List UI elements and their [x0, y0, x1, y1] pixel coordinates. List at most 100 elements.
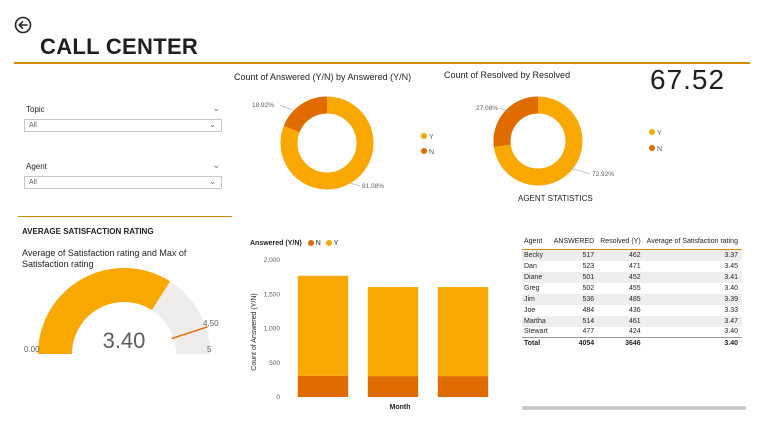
legend-label-n: N — [429, 149, 434, 156]
table-total-row: Total 4054 3646 3.40 — [522, 337, 742, 349]
table-cell: 523 — [582, 262, 595, 270]
table-cell: 3.41 — [644, 271, 742, 283]
table-cell: 3.39 — [644, 293, 742, 305]
legend-marker-n — [649, 145, 655, 151]
table-cell: Jim — [522, 293, 552, 305]
bar-segment-y[interactable] — [297, 275, 349, 376]
table-cell: Stewart — [524, 328, 548, 336]
table-row[interactable]: Jim 536 485 3.39 — [522, 293, 742, 305]
bar-segment-n[interactable] — [367, 376, 419, 397]
legend-marker-y — [649, 129, 655, 135]
agent-slicer-label: Agent — [26, 162, 47, 171]
table-cell: Joe — [524, 306, 536, 314]
bar-chart-legend: Answered (Y/N) N Y — [250, 240, 338, 247]
table-cell: 484 — [582, 306, 595, 314]
agent-stats-table: Agent ANSWERED Resolved (Y) Average of Sati… — [522, 236, 756, 349]
table-cell: 3646 — [598, 337, 645, 349]
legend-label-y: Y — [657, 130, 662, 137]
column-header[interactable]: Resolved (Y) — [598, 236, 645, 250]
table-horizontal-scrollbar[interactable] — [522, 406, 746, 410]
donut-label-y: 72.92% — [592, 171, 614, 178]
table-cell: 536 — [551, 293, 599, 305]
table-cell: 3.33 — [724, 306, 738, 314]
agent-dropdown-value: All — [29, 179, 37, 186]
gauge-target-marker — [171, 326, 208, 340]
bar-segment-y[interactable] — [437, 287, 489, 377]
bar-segment-n[interactable] — [437, 376, 489, 397]
bar-legend-n: N — [315, 240, 321, 247]
topic-slicer-label: Topic — [26, 105, 45, 114]
table-cell: 502 — [582, 284, 595, 292]
column-header[interactable]: Average of Satisfaction rating — [644, 236, 742, 250]
legend-marker-y — [421, 133, 427, 139]
gauge-title: Average of Satisfaction rating and Max o… — [22, 248, 187, 269]
table-row[interactable]: Stewart 477 424 3.40 — [522, 327, 742, 338]
resolved-donut-chart[interactable]: 27.08% 72.92% Y N — [474, 88, 674, 196]
donut-slice-n[interactable] — [283, 96, 328, 133]
table-cell: 517 — [551, 249, 599, 261]
table-row[interactable]: Diane 501 452 3.41 — [522, 271, 742, 283]
column-header[interactable]: Agent — [522, 236, 552, 250]
table-row[interactable]: Becky 517 462 3.37 — [522, 249, 742, 261]
table-row[interactable]: Dan 523 471 3.45 — [522, 261, 742, 272]
page-title: CALL CENTER — [40, 34, 199, 59]
column-header[interactable]: ANSWERED — [551, 236, 599, 250]
y-tick-label: 1,000 — [264, 326, 281, 333]
gauge-value-arc[interactable] — [38, 268, 171, 354]
chevron-down-icon[interactable]: ⌄ — [212, 103, 220, 113]
donut-slice-n[interactable] — [493, 96, 539, 147]
table-cell: 501 — [551, 271, 599, 283]
table-cell: 471 — [628, 262, 641, 270]
y-tick-label: 2,000 — [264, 257, 281, 264]
table-cell: Martha — [522, 315, 552, 327]
table-cell: 477 — [582, 328, 595, 336]
answered-bar-chart[interactable]: 0 500 1,000 1,500 2,000 Count of Answered (Y… — [248, 252, 500, 414]
gauge-target-label: 4.50 — [203, 319, 219, 328]
table-cell: Becky — [522, 249, 552, 261]
answered-donut-chart[interactable]: 18.92% 81.08% Y N — [250, 88, 450, 196]
satisfaction-gauge[interactable]: 3.40 0.00 4.50 5 — [20, 268, 240, 360]
topic-dropdown[interactable]: All ⌄ — [24, 119, 222, 132]
bar-legend-y: Y — [333, 240, 339, 247]
table-cell: Dan — [524, 262, 537, 270]
table-row[interactable]: Martha 514 461 3.47 — [522, 315, 742, 327]
topic-dropdown-value: All — [29, 122, 37, 129]
table-cell: 424 — [628, 328, 641, 336]
satisfaction-section-title: AVERAGE SATISFACTION RATING — [22, 227, 154, 236]
section-divider — [18, 216, 232, 217]
table-cell: 3.47 — [644, 315, 742, 327]
table-cell: 3.40 — [724, 328, 738, 336]
chevron-down-icon[interactable]: ⌄ — [212, 160, 220, 170]
bar-segment-n[interactable] — [297, 375, 349, 397]
legend-marker-n — [307, 240, 314, 247]
table-cell: 436 — [628, 306, 641, 314]
bar-segment-y[interactable] — [367, 287, 419, 377]
topic-slicer: Topic ⌄ All ⌄ — [24, 103, 222, 137]
gauge-max-label: 5 — [207, 345, 212, 354]
agent-stats-title: AGENT STATISTICS — [518, 194, 593, 203]
table-row[interactable]: Joe 484 436 3.33 — [522, 305, 742, 316]
y-tick-label: 500 — [269, 360, 280, 367]
chevron-down-icon: ⌄ — [209, 120, 216, 129]
chevron-down-icon: ⌄ — [209, 177, 216, 186]
table-cell: Total — [522, 337, 552, 349]
y-tick-label: 0 — [276, 394, 280, 401]
bar-x-axis-label: Month — [390, 404, 411, 411]
table-cell: Diane — [522, 271, 552, 283]
table-cell: 452 — [598, 271, 645, 283]
table-cell: 3.40 — [644, 337, 742, 349]
legend-marker-n — [421, 148, 427, 154]
table-cell: 514 — [551, 315, 599, 327]
gauge-min-label: 0.00 — [24, 345, 40, 354]
table-row[interactable]: Greg 502 455 3.40 — [522, 283, 742, 294]
back-button[interactable] — [14, 16, 32, 34]
table-cell: 485 — [598, 293, 645, 305]
table-cell: 3.40 — [724, 284, 738, 292]
table-cell: 461 — [598, 315, 645, 327]
table-cell: 462 — [598, 249, 645, 261]
answered-donut-title: Count of Answered (Y/N) by Answered (Y/N… — [234, 72, 412, 82]
stats-table: Agent ANSWERED Resolved (Y) Average of Sati… — [522, 236, 742, 349]
table-cell: 3.45 — [724, 262, 738, 270]
back-arrow-icon — [14, 16, 32, 34]
agent-dropdown[interactable]: All ⌄ — [24, 176, 222, 189]
